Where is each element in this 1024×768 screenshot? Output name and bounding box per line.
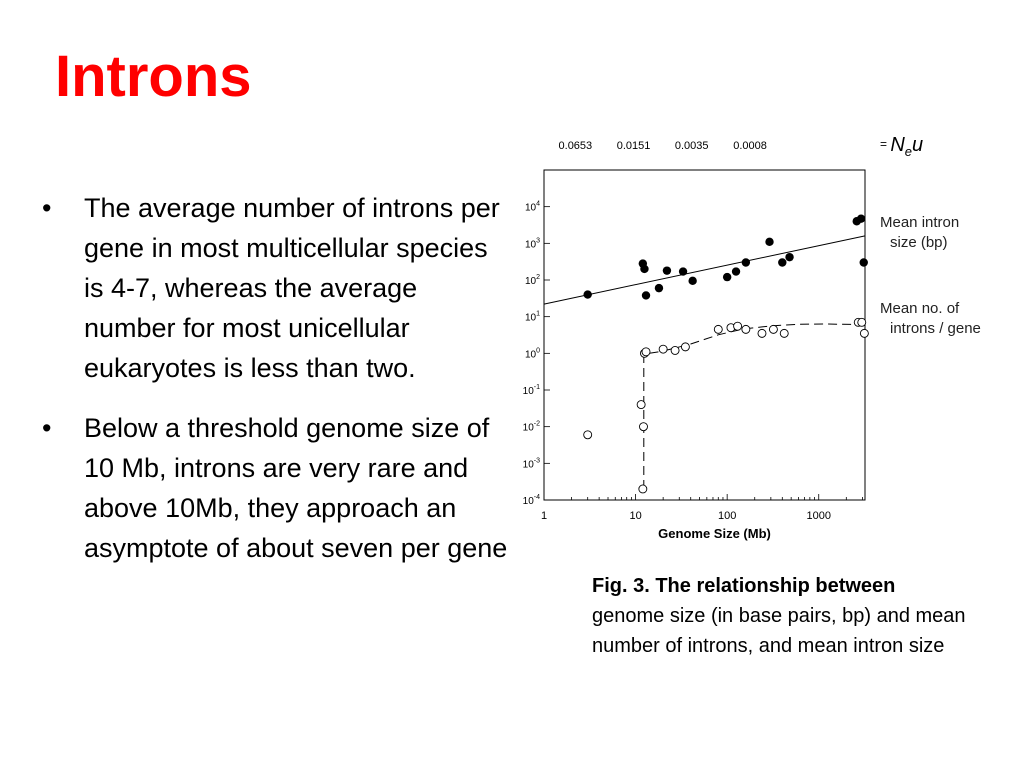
intron-chart: 1 10 100 1000 Genome Size (Mb) 104 103 102 101 10… bbox=[523, 134, 981, 541]
figure-caption: Fig. 3. The relationship between genome … bbox=[592, 571, 972, 661]
point-intron-size bbox=[731, 267, 741, 276]
point-intron-size bbox=[678, 267, 688, 276]
page-title: Introns bbox=[55, 44, 252, 109]
point-intron-number bbox=[641, 347, 651, 357]
point-intron-size bbox=[722, 272, 732, 282]
point-intron-size bbox=[641, 291, 651, 300]
point-intron-number bbox=[733, 321, 743, 331]
point-intron-number bbox=[779, 328, 789, 338]
x-tick-label: 10 bbox=[629, 510, 641, 522]
point-intron-number bbox=[638, 484, 648, 494]
caption-rest: genome size (in base pairs, bp) and mean… bbox=[592, 605, 966, 657]
point-intron-size bbox=[654, 283, 664, 293]
point-intron-number bbox=[713, 324, 723, 334]
y-tick-label: 103 bbox=[525, 237, 540, 250]
bullet-item: • The average number of introns per gene… bbox=[42, 188, 512, 388]
x-tick-label: 1000 bbox=[806, 510, 830, 522]
point-intron-size bbox=[785, 252, 794, 262]
y-tick-label: 10-1 bbox=[523, 384, 540, 397]
series-label-intron-size: Mean intron size (bp) bbox=[880, 214, 959, 251]
y-tick-label: 10-4 bbox=[523, 494, 540, 507]
point-intron-size bbox=[856, 214, 866, 223]
y-tick-label: 10-2 bbox=[523, 421, 540, 434]
point-intron-number bbox=[757, 328, 767, 338]
point-intron-size bbox=[765, 237, 774, 247]
top-axis-label: 0.0653 bbox=[559, 140, 593, 152]
point-intron-number bbox=[857, 317, 867, 327]
point-intron-number bbox=[670, 345, 680, 355]
top-axis-title: = Neu bbox=[880, 134, 923, 159]
point-intron-size bbox=[583, 290, 592, 299]
point-intron-size bbox=[741, 258, 751, 267]
point-intron-number bbox=[636, 400, 646, 410]
y-tick-label: 10-3 bbox=[523, 457, 540, 470]
top-axis-label: 0.0151 bbox=[617, 140, 651, 152]
point-intron-number bbox=[859, 328, 869, 338]
top-axis-label: 0.0035 bbox=[675, 140, 709, 152]
trend-line-intron-size bbox=[543, 235, 866, 305]
point-intron-number bbox=[639, 422, 648, 432]
bullet-text: The average number of introns per gene i… bbox=[84, 193, 500, 383]
top-axis-label: 0.0008 bbox=[733, 140, 767, 152]
x-tick-label: 100 bbox=[718, 510, 736, 522]
series-label-intron-number: Mean no. of introns / gene bbox=[880, 300, 981, 337]
point-intron-size bbox=[640, 264, 649, 274]
point-intron-size bbox=[778, 258, 787, 267]
caption-bold: Fig. 3. The relationship between bbox=[592, 575, 896, 597]
point-intron-size bbox=[688, 276, 697, 286]
point-intron-number bbox=[658, 344, 668, 354]
y-tick-label: 100 bbox=[525, 347, 540, 360]
bullet-item: • Below a threshold genome size of 10 Mb… bbox=[42, 408, 512, 568]
point-intron-number bbox=[583, 430, 593, 440]
y-tick-label: 102 bbox=[525, 274, 540, 287]
x-axis-label: Genome Size (Mb) bbox=[658, 526, 771, 541]
point-intron-number bbox=[741, 324, 751, 334]
point-intron-number bbox=[680, 342, 690, 352]
y-tick-label: 104 bbox=[525, 201, 540, 214]
point-intron-size bbox=[859, 258, 868, 267]
bullet-list: • The average number of introns per gene… bbox=[42, 188, 512, 588]
y-tick-label: 101 bbox=[525, 311, 540, 324]
bullet-icon: • bbox=[42, 413, 52, 443]
point-intron-number bbox=[768, 324, 778, 334]
point-intron-size bbox=[662, 266, 672, 275]
x-tick-label: 1 bbox=[541, 510, 547, 522]
bullet-text: Below a threshold genome size of 10 Mb, … bbox=[84, 413, 508, 563]
bullet-icon: • bbox=[42, 193, 52, 223]
plot-frame bbox=[543, 169, 866, 501]
